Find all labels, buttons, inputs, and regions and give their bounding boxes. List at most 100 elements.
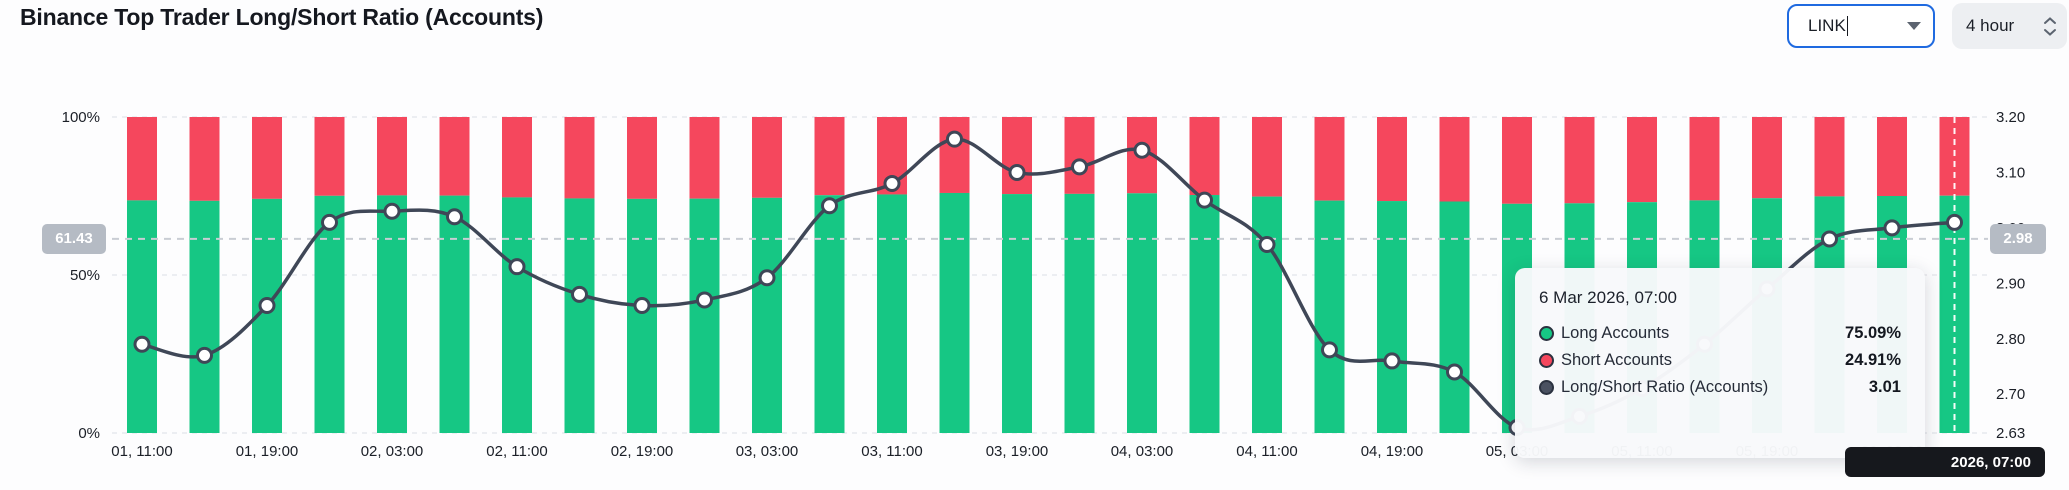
short-bar-segment[interactable] xyxy=(127,117,157,201)
long-bar-segment[interactable] xyxy=(1064,193,1095,433)
tooltip-rows: Long Accounts 75.09% Short Accounts 24.91% L… xyxy=(1539,324,1901,397)
long-bar-segment[interactable] xyxy=(1439,201,1470,433)
ratio-dot[interactable] xyxy=(1383,352,1401,370)
long-bar-segment[interactable] xyxy=(627,198,657,433)
x-axis-tick-label: 03, 19:00 xyxy=(986,443,1049,460)
symbol-input-value[interactable]: LINK xyxy=(1808,16,1846,35)
short-bar-segment[interactable] xyxy=(502,117,532,198)
long-bar-segment[interactable] xyxy=(1377,201,1407,433)
x-axis-tick-label: 03, 11:00 xyxy=(861,443,922,460)
symbol-combobox[interactable]: LINK xyxy=(1787,4,1935,48)
short-bar-segment[interactable] xyxy=(1064,117,1095,194)
x-axis-tick-label: 02, 19:00 xyxy=(611,443,674,460)
short-bar-segment[interactable] xyxy=(1377,117,1407,202)
short-bar-segment[interactable] xyxy=(1439,117,1470,202)
series-dot-icon xyxy=(1539,353,1554,368)
ratio-dot[interactable] xyxy=(1321,341,1338,359)
chart-tooltip: 6 Mar 2026, 07:00 Long Accounts 75.09% Sho… xyxy=(1515,268,1925,458)
ratio-dot[interactable] xyxy=(1883,219,1901,237)
short-bar-segment[interactable] xyxy=(1252,117,1282,197)
short-bar-segment[interactable] xyxy=(377,117,407,196)
tooltip-row: Long/Short Ratio (Accounts) 3.01 xyxy=(1539,378,1901,397)
long-bar-segment[interactable] xyxy=(127,200,157,433)
series-dot-icon xyxy=(1539,326,1554,341)
long-bar-segment[interactable] xyxy=(1314,200,1345,433)
short-bar-segment[interactable] xyxy=(1002,117,1032,195)
ratio-dot[interactable] xyxy=(758,269,776,287)
long-bar-segment[interactable] xyxy=(752,197,782,433)
short-bar-segment[interactable] xyxy=(439,117,470,196)
short-bar-segment[interactable] xyxy=(1189,117,1220,196)
long-bar-segment[interactable] xyxy=(877,194,907,433)
page-title: Binance Top Trader Long/Short Ratio (Acc… xyxy=(20,4,544,30)
updown-chevrons-icon xyxy=(2043,16,2057,36)
ratio-dot[interactable] xyxy=(1946,213,1963,231)
tooltip-title: 6 Mar 2026, 07:00 xyxy=(1539,288,1677,307)
short-bar-segment[interactable] xyxy=(689,117,720,199)
ratio-dot[interactable] xyxy=(508,258,526,276)
long-bar-segment[interactable] xyxy=(377,195,407,433)
chevron-down-icon[interactable] xyxy=(1907,22,1921,30)
long-bar-segment[interactable] xyxy=(939,192,970,433)
short-bar-segment[interactable] xyxy=(1627,117,1657,203)
long-bar-segment[interactable] xyxy=(189,200,220,433)
ratio-dot[interactable] xyxy=(946,130,963,148)
ratio-dot[interactable] xyxy=(696,291,713,309)
short-bar-segment[interactable] xyxy=(939,117,970,193)
ratio-dot[interactable] xyxy=(1133,141,1151,159)
x-axis-tick-label: 02, 03:00 xyxy=(361,443,424,460)
ratio-dot[interactable] xyxy=(258,296,276,314)
short-bar-segment[interactable] xyxy=(627,117,657,199)
ratio-dot[interactable] xyxy=(383,202,401,220)
right-axis-tick-label: 2.70 xyxy=(1996,386,2025,403)
long-bar-segment[interactable] xyxy=(502,197,532,433)
long-bar-segment[interactable] xyxy=(564,198,595,433)
ratio-dot[interactable] xyxy=(1008,163,1026,181)
short-bar-segment[interactable] xyxy=(1564,117,1595,204)
tooltip-series-value: 3.01 xyxy=(1868,378,1901,396)
short-bar-segment[interactable] xyxy=(1502,117,1532,204)
ratio-dot[interactable] xyxy=(446,208,463,226)
long-bar-segment[interactable] xyxy=(1002,194,1032,433)
crosshair-lines xyxy=(112,117,1988,433)
ratio-dot[interactable] xyxy=(1071,158,1088,176)
long-bar-segment[interactable] xyxy=(689,198,720,433)
short-bar-segment[interactable] xyxy=(1814,117,1845,197)
short-bar-segment[interactable] xyxy=(1877,117,1907,196)
ratio-dot[interactable] xyxy=(196,346,213,364)
ratio-dot[interactable] xyxy=(1196,191,1213,209)
tooltip-series-value: 24.91% xyxy=(1845,351,1901,369)
interval-value: 4 hour xyxy=(1966,16,2015,35)
long-bar-segment[interactable] xyxy=(314,195,345,433)
long-bar-segment[interactable] xyxy=(814,195,845,433)
x-axis-tick-label: 02, 11:00 xyxy=(486,443,547,460)
short-bar-segment[interactable] xyxy=(1314,117,1345,201)
short-bar-segment[interactable] xyxy=(314,117,345,196)
short-bar-segment[interactable] xyxy=(1689,117,1720,201)
ratio-dot[interactable] xyxy=(1821,230,1838,248)
ratio-dot[interactable] xyxy=(1446,363,1463,381)
short-bar-segment[interactable] xyxy=(252,117,282,199)
series-dot-icon xyxy=(1539,380,1554,395)
tooltip-row: Short Accounts 24.91% xyxy=(1539,351,1901,370)
short-bar-segment[interactable] xyxy=(1752,117,1782,199)
long-bar-segment[interactable] xyxy=(1189,195,1220,433)
short-bar-segment[interactable] xyxy=(189,117,220,201)
long-bar-segment[interactable] xyxy=(1127,193,1157,433)
crosshair-time-badge: 2026, 07:00 xyxy=(1845,447,2045,477)
long-bar-segment[interactable] xyxy=(439,195,470,433)
tooltip-series-label: Long Accounts xyxy=(1561,324,1670,342)
ratio-dot[interactable] xyxy=(571,285,588,303)
interval-select[interactable]: 4 hour xyxy=(1952,3,2067,49)
short-bar-segment[interactable] xyxy=(564,117,595,199)
ratio-dot[interactable] xyxy=(1258,236,1276,254)
right-axis-tick-label: 2.80 xyxy=(1996,331,2025,348)
ratio-dot[interactable] xyxy=(821,197,838,215)
right-axis-tick-label: 3.10 xyxy=(1996,164,2025,181)
ratio-dot[interactable] xyxy=(321,213,338,231)
short-bar-segment[interactable] xyxy=(752,117,782,198)
ratio-dot[interactable] xyxy=(633,296,651,314)
ratio-dot[interactable] xyxy=(133,335,151,353)
ratio-dot[interactable] xyxy=(883,175,901,193)
short-bar-segment[interactable] xyxy=(814,117,845,196)
